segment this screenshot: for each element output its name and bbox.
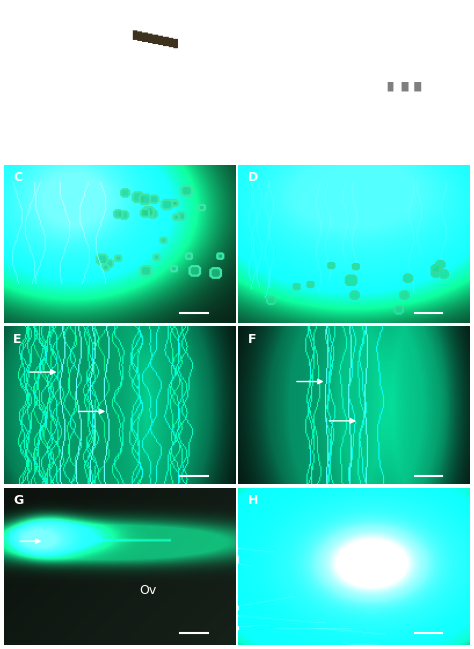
Text: F: F	[248, 333, 256, 346]
Text: G: G	[13, 494, 23, 507]
Text: A: A	[13, 10, 23, 23]
Text: Ov: Ov	[369, 560, 386, 573]
Text: D: D	[248, 171, 258, 184]
Text: C: C	[13, 171, 22, 184]
Text: B: B	[248, 10, 257, 23]
Text: E: E	[13, 333, 21, 346]
Text: H: H	[248, 494, 258, 507]
Text: Ov: Ov	[139, 583, 156, 596]
